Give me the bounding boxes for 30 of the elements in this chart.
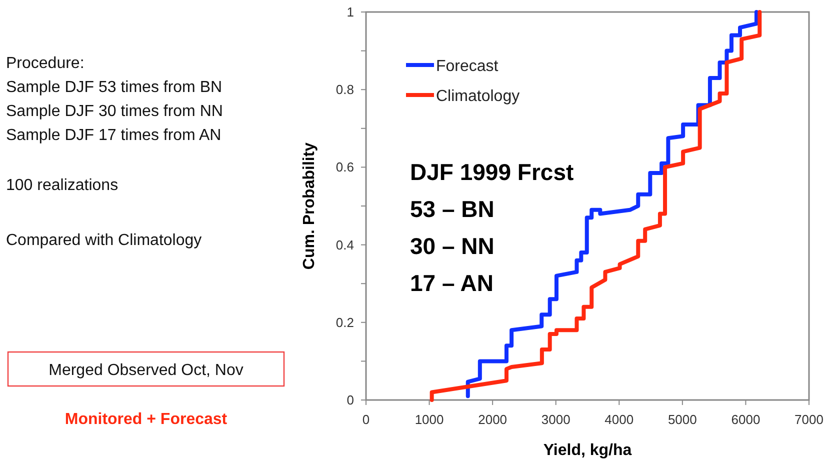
x-tick-label: 6000 (731, 412, 760, 427)
text: Monitored + Forecast (64, 411, 228, 428)
text: 100 realizations (6, 177, 118, 194)
legend-label: Climatology (436, 88, 520, 105)
annotation: DJF 1999 Frcst (410, 159, 574, 185)
text: Procedure: (6, 55, 84, 72)
x-tick-label: 3000 (541, 412, 570, 427)
annotation: 30 – NN (410, 233, 494, 259)
y-tick-label: 0.2 (336, 314, 354, 330)
legend-label: Forecast (436, 58, 499, 75)
text: Merged Observed Oct, Nov (48, 362, 244, 379)
annotation: 53 – BN (410, 196, 494, 222)
y-tick-label: 0.8 (336, 82, 354, 98)
x-tick-label: 2000 (478, 412, 508, 427)
text: Sample DJF 17 times from AN (6, 127, 222, 144)
y-tick-label: 0.4 (336, 237, 354, 252)
x-tick-label: 5000 (668, 412, 697, 427)
x-tick-label: 7000 (794, 412, 824, 427)
x-tick-label: 0 (362, 412, 370, 427)
annotation: 17 – AN (410, 270, 494, 296)
text: Sample DJF 30 times from NN (6, 103, 223, 120)
x-axis-title: Yield, kg/ha (543, 442, 632, 459)
x-tick-label: 4000 (604, 412, 634, 427)
y-tick-label: 0 (346, 392, 354, 408)
y-axis-title: Cum. Probability (301, 142, 318, 270)
text: Sample DJF 53 times from BN (6, 79, 222, 96)
y-tick-label: 1 (346, 4, 354, 20)
text: Compared with Climatology (6, 232, 202, 249)
y-tick-label: 0.6 (336, 160, 354, 175)
x-tick-label: 1000 (414, 412, 444, 427)
